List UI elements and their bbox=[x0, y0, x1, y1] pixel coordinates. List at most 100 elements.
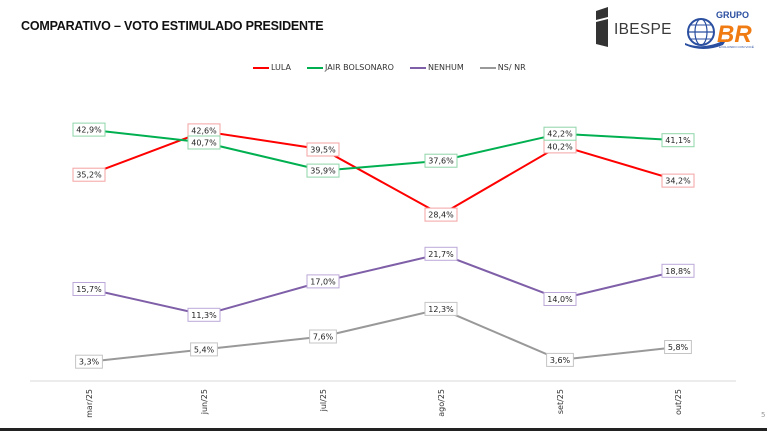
data-label-box bbox=[187, 135, 221, 150]
series-line-lula bbox=[88, 130, 679, 216]
grupo-text: GRUPO bbox=[716, 10, 749, 20]
x-tick-labels: mar/25 jun/25 jul/25 ago/25 set/25 out/25 bbox=[85, 389, 683, 418]
data-label-nenhum: 15,7% bbox=[72, 282, 106, 296]
tagline-text: EVOLUINDO COM VOCÊ bbox=[719, 44, 754, 49]
legend-label-lula: LULA bbox=[271, 63, 292, 72]
series-line-nenhum bbox=[88, 252, 679, 316]
legend-label-nsnr: NS/ NR bbox=[497, 63, 526, 72]
legend-swatch-lula bbox=[253, 66, 269, 69]
series-line-jair-bolsonaro bbox=[88, 128, 679, 172]
data-label-text: 12,3% bbox=[428, 305, 454, 314]
series-lines bbox=[88, 128, 679, 363]
data-label-box bbox=[187, 307, 221, 322]
ibespe-logo: IBESPE bbox=[594, 7, 678, 47]
data-label-box bbox=[72, 167, 106, 182]
data-label-text: 7,6% bbox=[313, 333, 334, 342]
legend-item-nenhum: NENHUM bbox=[409, 63, 464, 72]
data-label-text: 37,6% bbox=[428, 157, 454, 166]
data-label-jair-bolsonaro: 42,2% bbox=[543, 126, 577, 141]
data-label-box bbox=[546, 352, 574, 367]
x-tick-label: ago/25 bbox=[437, 389, 446, 417]
chart-legend: LULA JAIR BOLSONARO NENHUM NS/ NR bbox=[253, 63, 526, 72]
data-label-text: 11,3% bbox=[191, 311, 217, 320]
data-label-nenhum: 11,3% bbox=[187, 307, 221, 322]
data-label-box bbox=[664, 340, 692, 354]
bottom-bar bbox=[0, 428, 767, 431]
data-label-text: 28,4% bbox=[428, 211, 454, 220]
data-label-box bbox=[72, 122, 106, 137]
data-label-ns-nr: 12,3% bbox=[424, 301, 458, 316]
data-label-ns-nr: 5,8% bbox=[664, 340, 692, 354]
data-label-ns-nr: 3,3% bbox=[75, 354, 103, 369]
data-label-lula: 40,2% bbox=[543, 139, 577, 154]
data-label-nenhum: 21,7% bbox=[424, 246, 458, 261]
data-label-box bbox=[72, 282, 106, 296]
page-number: 5 bbox=[761, 411, 766, 419]
data-label-text: 15,7% bbox=[76, 285, 102, 294]
data-label-ns-nr: 7,6% bbox=[309, 329, 337, 344]
data-label-text: 42,6% bbox=[191, 126, 217, 135]
x-tick-label: mar/25 bbox=[85, 389, 94, 418]
data-label-box bbox=[306, 163, 340, 178]
data-label-text: 40,7% bbox=[191, 139, 217, 148]
data-label-text: 41,1% bbox=[665, 136, 691, 145]
data-label-box bbox=[424, 207, 458, 222]
legend-item-bolsonaro: JAIR BOLSONARO bbox=[307, 63, 394, 72]
data-label-text: 18,8% bbox=[665, 267, 691, 276]
data-label-text: 5,4% bbox=[194, 345, 215, 354]
br-text: BR bbox=[717, 21, 752, 48]
data-label-lula: 39,5% bbox=[306, 142, 340, 157]
x-tick-label: out/25 bbox=[674, 389, 683, 415]
data-label-text: 42,9% bbox=[76, 126, 102, 135]
data-label-nenhum: 17,0% bbox=[306, 274, 340, 289]
data-label-box bbox=[306, 142, 340, 157]
legend-swatch-bolsonaro bbox=[307, 66, 324, 69]
data-label-text: 35,2% bbox=[76, 171, 102, 180]
data-label-text: 42,2% bbox=[547, 130, 573, 139]
data-label-text: 17,0% bbox=[310, 277, 336, 286]
data-label-jair-bolsonaro: 35,9% bbox=[306, 163, 340, 178]
data-label-jair-bolsonaro: 41,1% bbox=[661, 133, 695, 148]
data-label-jair-bolsonaro: 42,9% bbox=[72, 122, 106, 137]
legend-item-lula: LULA bbox=[253, 63, 291, 72]
data-label-text: 14,0% bbox=[547, 295, 573, 304]
data-label-text: 34,2% bbox=[665, 177, 691, 186]
data-label-box bbox=[661, 173, 695, 188]
data-label-ns-nr: 3,6% bbox=[546, 352, 574, 367]
x-tick-label: jul/25 bbox=[319, 389, 328, 412]
data-label-box bbox=[661, 133, 695, 148]
legend-item-nsnr: NS/ NR bbox=[479, 63, 526, 72]
data-label-box bbox=[309, 329, 337, 344]
series-line-ns-nr bbox=[88, 307, 679, 363]
ibespe-logo-icon bbox=[596, 7, 608, 47]
globe-icon: GRUPO BR EVOLUINDO COM VOCÊ bbox=[685, 10, 754, 49]
data-labels: 35,2% 42,6% 39,5% 28,4% 40,2% 34,2% 42,9% 40,7%… bbox=[72, 122, 695, 369]
page-title: COMPARATIVO – VOTO ESTIMULADO PRESIDENTE bbox=[21, 19, 324, 33]
data-label-ns-nr: 5,4% bbox=[190, 342, 218, 357]
data-label-text: 21,7% bbox=[428, 250, 454, 259]
grupo-br-logo: GRUPO BR EVOLUINDO COM VOCÊ bbox=[683, 9, 765, 51]
ibespe-logo-text: IBESPE bbox=[614, 21, 672, 38]
data-label-box bbox=[543, 292, 577, 306]
data-label-nenhum: 14,0% bbox=[543, 292, 577, 306]
data-label-jair-bolsonaro: 40,7% bbox=[187, 135, 221, 150]
data-label-lula: 34,2% bbox=[661, 173, 695, 188]
legend-swatch-nsnr bbox=[479, 66, 496, 69]
data-label-box bbox=[190, 342, 218, 357]
data-label-box bbox=[75, 354, 103, 369]
data-label-box bbox=[424, 246, 458, 261]
data-label-text: 3,6% bbox=[550, 356, 571, 365]
data-label-jair-bolsonaro: 37,6% bbox=[424, 153, 458, 168]
data-label-text: 3,3% bbox=[79, 358, 100, 367]
x-tick-label: jun/25 bbox=[200, 389, 209, 415]
legend-label-bolsonaro: JAIR BOLSONARO bbox=[325, 63, 394, 72]
data-label-lula: 35,2% bbox=[72, 167, 106, 182]
data-label-nenhum: 18,8% bbox=[661, 263, 695, 278]
legend-label-nenhum: NENHUM bbox=[427, 63, 464, 72]
data-label-box bbox=[306, 274, 340, 289]
data-label-lula: 28,4% bbox=[424, 207, 458, 222]
data-label-text: 5,8% bbox=[668, 343, 689, 352]
data-label-box bbox=[543, 126, 577, 141]
data-label-box bbox=[424, 301, 458, 316]
